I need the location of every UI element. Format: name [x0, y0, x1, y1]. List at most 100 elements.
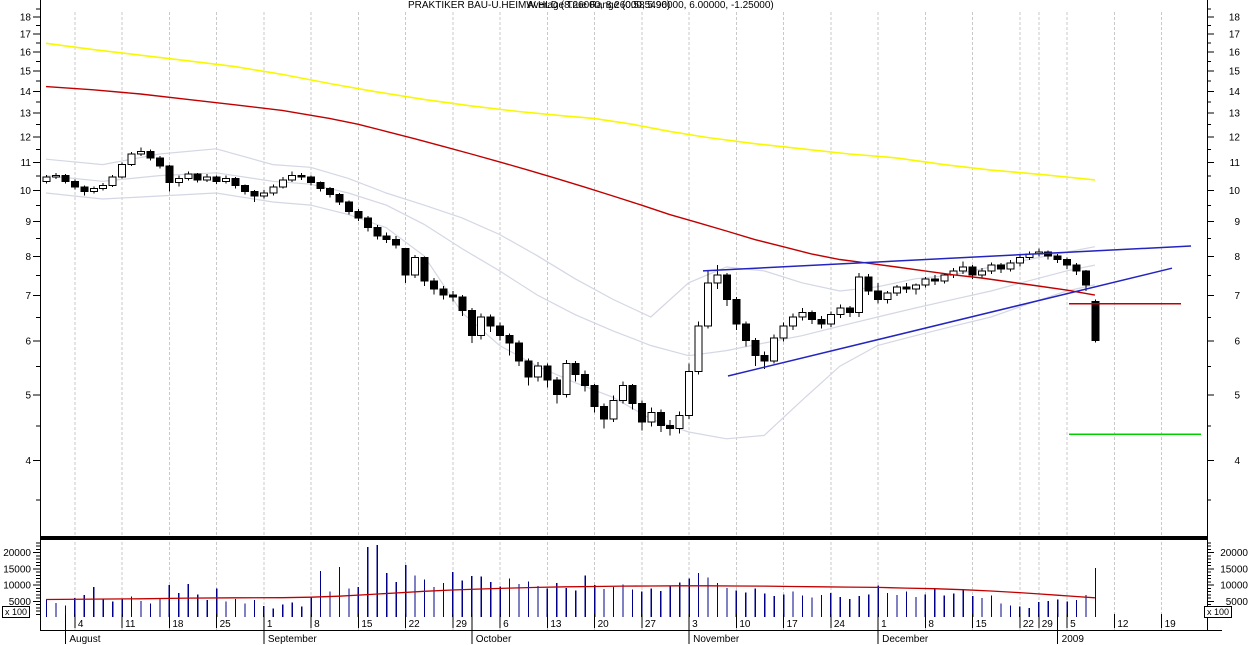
week-label: 20: [598, 619, 610, 630]
candle-body: [448, 294, 457, 298]
lower-trendline-blue[interactable]: [727, 267, 1173, 377]
month-label: September: [268, 634, 318, 645]
week-label: 5: [1070, 619, 1076, 630]
candle-body: [685, 371, 694, 417]
month-label: August: [69, 634, 100, 645]
price-label: 6: [25, 337, 31, 348]
candle-body: [751, 340, 760, 357]
candle-body: [807, 311, 816, 320]
candle-body: [987, 264, 996, 272]
candle-body: [240, 185, 249, 192]
volume-ma-red-line[interactable]: [45, 585, 1095, 601]
candle-body: [354, 210, 363, 219]
volume-label: 5000: [9, 597, 32, 608]
candle-body: [80, 186, 89, 192]
candle-body: [288, 175, 297, 181]
candle-body: [373, 227, 382, 237]
candle-body: [571, 363, 580, 375]
candle-body: [335, 193, 344, 203]
candle-body: [675, 415, 684, 430]
candle-body: [250, 190, 259, 197]
candle-body: [600, 405, 609, 420]
month-label: December: [882, 634, 929, 645]
candle-body: [439, 288, 448, 296]
week-label: 1: [881, 619, 887, 630]
candle-body: [533, 365, 542, 378]
candle-body: [231, 177, 240, 187]
candle-body: [1015, 257, 1024, 264]
candle-body: [732, 298, 741, 325]
long-ma-yellow-line[interactable]: [45, 42, 1095, 181]
candle-body: [477, 316, 486, 337]
price-label: 5: [1234, 390, 1240, 401]
upper-trendline-blue[interactable]: [702, 245, 1192, 272]
candle-body: [647, 412, 656, 423]
date-axis: 4 11 18 25 1 8 15 22 29 6 13 20 27 3 10 17 24 1 8 15 22 29 5 12…: [64, 614, 1176, 645]
volume-label: 15000: [3, 564, 31, 575]
week-label: 3: [692, 619, 698, 630]
candle-body: [344, 201, 353, 212]
candle-body: [694, 325, 703, 373]
volume-axis-right: 5000 10000 15000 20000: [1207, 542, 1249, 615]
drawn-lines: [702, 245, 1201, 435]
candles: [42, 147, 1100, 436]
price-label: 14: [20, 87, 32, 98]
candle-body: [1082, 270, 1090, 286]
candle-body: [89, 188, 98, 192]
week-label: 8: [314, 619, 320, 630]
candle-body: [193, 173, 202, 181]
week-label: 18: [172, 619, 184, 630]
candle-body: [1053, 255, 1062, 260]
price-axis-right: 4 5 6 7 8 9 10 11 12 13 14 15 16 17 18: [1207, 8, 1241, 501]
candle-body: [137, 150, 145, 155]
candle-body: [590, 385, 599, 407]
candle-body: [618, 385, 627, 401]
price-label: 13: [1229, 109, 1241, 120]
price-label: 18: [1229, 13, 1241, 24]
candle-body: [222, 177, 231, 182]
candle-body: [203, 176, 212, 181]
month-label: November: [693, 634, 740, 645]
volume-label: 15000: [1220, 564, 1248, 575]
volume-label: 10000: [3, 581, 31, 592]
volume-label: 20000: [1220, 548, 1248, 559]
candle-body: [609, 399, 618, 420]
candle-body: [212, 176, 221, 182]
candle-body: [496, 325, 505, 337]
candle-body: [826, 314, 835, 325]
candle-body: [666, 424, 675, 430]
week-label: 25: [220, 619, 232, 630]
candle-body: [836, 307, 845, 316]
candle-body: [1072, 264, 1081, 272]
candle-body: [637, 402, 646, 423]
candle-body: [874, 290, 883, 300]
mid-ma-red-line[interactable]: [45, 85, 1096, 296]
price-label: 8: [25, 252, 31, 263]
price-label: 17: [20, 30, 32, 41]
candle-body: [779, 325, 788, 339]
candle-body: [1091, 301, 1100, 342]
week-label: 1: [267, 619, 273, 630]
candle-body: [656, 412, 665, 426]
candle-body: [411, 257, 420, 276]
price-label: 9: [25, 217, 31, 228]
candle-body: [401, 247, 410, 276]
candle-body: [174, 177, 183, 184]
candle-body: [297, 175, 306, 178]
candle-body: [429, 280, 438, 290]
candle-body: [269, 186, 278, 194]
price-label: 11: [1230, 158, 1241, 169]
candle-body: [420, 257, 429, 282]
chart-title: PRAKTIKER BAU-U.HEIMW.HLD (8.26000, 8.26…: [408, 0, 774, 11]
week-label: 22: [1023, 619, 1035, 630]
main-chart-area[interactable]: [40, 0, 1207, 536]
volume-multiplier-right: x 100: [1204, 606, 1233, 618]
week-label: 6: [503, 619, 509, 630]
candle-body: [978, 270, 987, 276]
week-label: 29: [1042, 619, 1054, 630]
candle-body: [99, 185, 108, 190]
candle-body: [845, 307, 854, 313]
indicator-title: Average True Range (0.585490): [527, 0, 671, 11]
volume-label: 5000: [1226, 597, 1249, 608]
